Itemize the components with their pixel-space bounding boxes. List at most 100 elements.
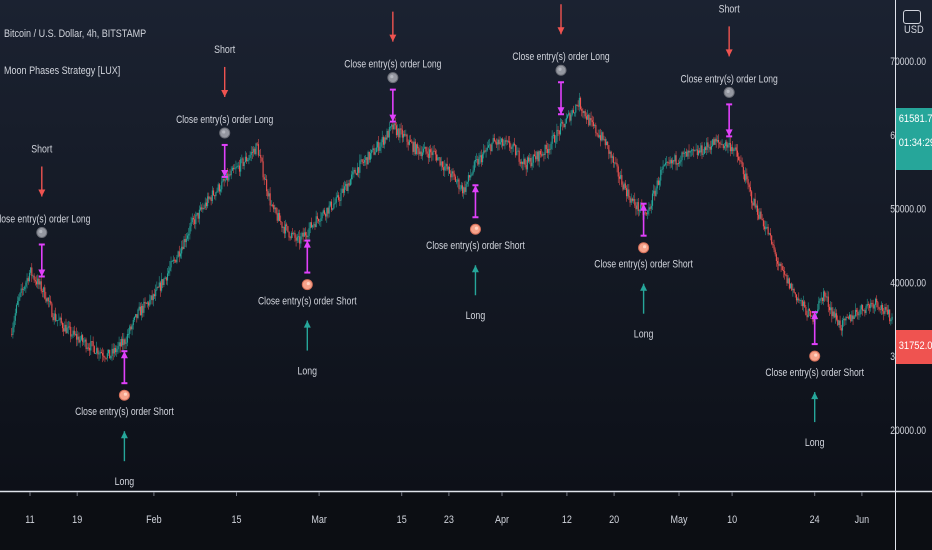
close-order-arrowhead [811, 312, 819, 320]
candle-body [410, 140, 412, 142]
candle-body [35, 281, 38, 285]
candle-body [172, 259, 174, 262]
candle-body [687, 150, 689, 157]
entry-arrowhead [38, 189, 46, 197]
candle-body [243, 162, 245, 166]
candle-body [768, 233, 770, 235]
candle-body [11, 334, 13, 335]
candle-body [318, 219, 320, 222]
entry-arrowhead [557, 27, 565, 35]
candle-body [734, 147, 736, 150]
last-price-badge: 61581.70 01:34:29 [896, 108, 932, 170]
candle-body [725, 141, 727, 147]
candle-body [849, 314, 851, 319]
candle-body [413, 141, 415, 152]
candle-body [84, 339, 86, 342]
candle-body [694, 150, 696, 151]
candle-body [412, 142, 414, 152]
candle-body [54, 313, 56, 321]
candle-body [483, 150, 485, 155]
time-tick-label: Jun [855, 514, 870, 526]
candle-body [673, 160, 675, 162]
close-order-arrowhead [303, 240, 311, 248]
candle-body [519, 161, 521, 164]
candle-body [79, 339, 81, 343]
candle-body [657, 180, 659, 185]
candle-body [614, 162, 616, 164]
candle-body [802, 301, 805, 307]
candle-body [635, 205, 637, 210]
candle-body [788, 278, 790, 289]
candle-body [355, 173, 357, 176]
candle-body [641, 204, 643, 207]
candle-body [627, 189, 629, 197]
candle-body [504, 140, 506, 145]
candle-body [682, 152, 684, 154]
candle-body [110, 356, 112, 359]
candle-body [852, 315, 854, 319]
candle-body [189, 226, 191, 234]
candle-body [472, 170, 474, 174]
candle-body [98, 353, 100, 355]
candle-body [870, 302, 872, 309]
candle-body [352, 171, 354, 175]
candle-body [216, 190, 218, 193]
candle-body [713, 139, 715, 145]
candle-body [864, 310, 866, 314]
candle-body [651, 193, 654, 206]
candle-body [620, 175, 622, 179]
candle-body [592, 122, 595, 126]
candle-body [447, 166, 449, 170]
candle-body [161, 279, 163, 291]
candle-body [139, 306, 141, 316]
candle-body [197, 212, 199, 219]
long-label: Long [466, 310, 486, 322]
candle-body [152, 294, 154, 301]
candle-body [220, 189, 222, 192]
candle-body [124, 339, 126, 344]
candle-body [579, 97, 582, 110]
candle-body [178, 251, 180, 257]
candle-body [607, 141, 609, 146]
candle-body [306, 235, 308, 238]
candle-body [624, 183, 626, 189]
candle-body [360, 159, 362, 161]
candle-body [266, 179, 268, 192]
candle-body [242, 158, 244, 166]
price-axis-unit[interactable]: USD [904, 24, 924, 36]
candle-body [719, 142, 721, 144]
candle-body [786, 274, 788, 284]
candle-body [726, 141, 728, 148]
candle-body [400, 128, 402, 130]
candle-body [215, 192, 217, 197]
candle-body [656, 180, 658, 189]
candle-body [649, 207, 651, 209]
low-price-badge: 31752.08 [896, 330, 932, 364]
candle-body [608, 145, 610, 154]
candle-body [91, 341, 93, 343]
candle-body [417, 144, 419, 149]
candle-body [256, 143, 258, 145]
candle-body [423, 148, 425, 153]
candle-body [268, 193, 270, 197]
logo-icon [903, 10, 921, 24]
candle-body [535, 156, 537, 160]
candle-body [555, 141, 557, 143]
candle-body [613, 156, 615, 164]
candle-body [677, 163, 680, 165]
candle-body [801, 300, 803, 307]
candle-body [313, 224, 315, 226]
candle-body [808, 308, 810, 311]
candle-body [373, 148, 375, 155]
candle-body [832, 311, 834, 317]
close-order-label: Close entry(s) order Short [426, 240, 525, 252]
candle-body [406, 134, 408, 142]
candle-body [174, 259, 176, 261]
candle-body [582, 110, 584, 114]
candle-body [270, 204, 272, 206]
candle-body [784, 271, 786, 275]
candle-body [562, 121, 564, 124]
indicator-title[interactable]: Moon Phases Strategy [LUX] [4, 65, 121, 77]
